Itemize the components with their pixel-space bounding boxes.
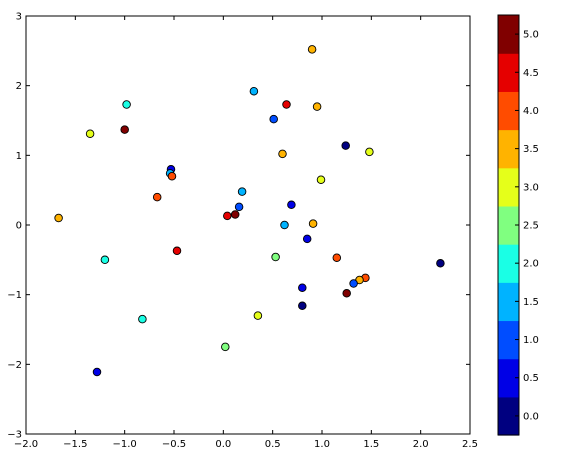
y-tick-label: −1 bbox=[7, 290, 22, 301]
colorbar-tick-label: 2.0 bbox=[523, 259, 539, 270]
x-tick-label: −1.0 bbox=[113, 439, 137, 450]
colorbar-segment bbox=[498, 320, 519, 360]
scatter-point bbox=[278, 149, 287, 159]
scatter-point bbox=[298, 301, 307, 311]
y-tick-label: −2 bbox=[7, 360, 22, 371]
scatter-point bbox=[138, 314, 147, 324]
scatter-point bbox=[221, 342, 230, 352]
scatter-point bbox=[253, 311, 263, 320]
scatter-point bbox=[271, 252, 280, 262]
colorbar-segment bbox=[498, 167, 519, 207]
scatter-point bbox=[308, 219, 318, 228]
scatter-point bbox=[316, 175, 326, 184]
colorbar-tick-label: 5.0 bbox=[523, 30, 539, 41]
y-tick-label: 0 bbox=[16, 221, 22, 232]
scatter-point bbox=[54, 213, 63, 223]
colorbar-segment bbox=[498, 282, 519, 322]
x-tick-label: 0.5 bbox=[265, 439, 281, 450]
colorbar-segment bbox=[498, 244, 519, 283]
scatter-point bbox=[302, 234, 312, 244]
colorbar-segment bbox=[498, 396, 519, 436]
scatter-point bbox=[280, 220, 289, 230]
scatter-point bbox=[92, 367, 102, 377]
colorbar-segment bbox=[498, 358, 519, 398]
scatter-point bbox=[122, 100, 131, 109]
scatter-point bbox=[249, 86, 259, 96]
y-axis-ticks: −3 −2 −1 0 1 2 3 bbox=[7, 12, 470, 441]
colorbar-tick-label: 4.5 bbox=[523, 68, 539, 79]
y-tick-label: 3 bbox=[16, 12, 22, 23]
colorbar-tick-label: 1.0 bbox=[523, 335, 539, 346]
y-tick-label: 1 bbox=[16, 151, 22, 162]
scatter-point bbox=[436, 259, 445, 268]
colorbar-tick-label: 0.0 bbox=[523, 411, 539, 422]
colorbar-segment bbox=[498, 91, 519, 131]
colorbar-tick-label: 4.0 bbox=[523, 106, 539, 117]
scatter-point bbox=[85, 129, 95, 138]
x-tick-label: 2.0 bbox=[413, 439, 429, 450]
scatter-point bbox=[223, 211, 232, 221]
x-tick-label: 1.5 bbox=[363, 439, 379, 450]
scatter-point bbox=[365, 147, 374, 157]
plot-area bbox=[25, 15, 471, 435]
scatter-point bbox=[342, 289, 351, 298]
scatter-point bbox=[269, 114, 278, 124]
colorbar: 0.0 0.5 1.0 1.5 2.0 2.5 3.0 3.5 4.0 4.5 5.0 bbox=[497, 14, 539, 436]
colorbar-tick-label: 1.5 bbox=[523, 297, 539, 308]
scatter-point bbox=[312, 102, 322, 111]
colorbar-tick-label: 3.5 bbox=[523, 144, 539, 155]
x-axis-ticks: −2.0 −1.5 −1.0 −0.5 0.0 0.5 1.0 1.5 2.0 2.5 bbox=[14, 16, 478, 450]
scatter-point bbox=[100, 255, 110, 265]
colorbar-segment bbox=[498, 205, 519, 245]
scatter-point bbox=[341, 141, 350, 150]
scatter-point bbox=[287, 200, 296, 210]
data-points bbox=[54, 45, 445, 377]
colorbar-segment bbox=[498, 15, 519, 54]
scatter-point bbox=[152, 192, 162, 202]
colorbar-tick-label: 2.5 bbox=[523, 221, 539, 232]
colorbar-tick-label: 0.5 bbox=[523, 373, 539, 384]
y-tick-label: −3 bbox=[7, 430, 22, 441]
x-tick-label: −1.5 bbox=[63, 439, 87, 450]
scatter-point bbox=[282, 100, 291, 109]
scatter-point bbox=[332, 253, 342, 262]
colorbar-tick-label: 3.0 bbox=[523, 182, 539, 193]
x-tick-label: 0.0 bbox=[215, 439, 231, 450]
scatter-point bbox=[349, 279, 358, 288]
colorbar-segment bbox=[498, 129, 519, 169]
scatter-point bbox=[307, 45, 317, 54]
scatter-point bbox=[234, 202, 244, 212]
scatter-point bbox=[172, 246, 182, 256]
x-tick-label: −0.5 bbox=[162, 439, 186, 450]
scatter-point bbox=[237, 187, 247, 196]
scatter-point bbox=[230, 210, 240, 219]
scatter-point bbox=[298, 283, 307, 292]
x-tick-label: 2.5 bbox=[462, 439, 478, 450]
x-tick-label: 1.0 bbox=[314, 439, 330, 450]
y-tick-label: 2 bbox=[16, 81, 22, 92]
colorbar-segment bbox=[498, 53, 519, 92]
scatter-point bbox=[167, 171, 177, 181]
scatter-point bbox=[120, 125, 129, 134]
x-tick-label: −2.0 bbox=[14, 439, 38, 450]
